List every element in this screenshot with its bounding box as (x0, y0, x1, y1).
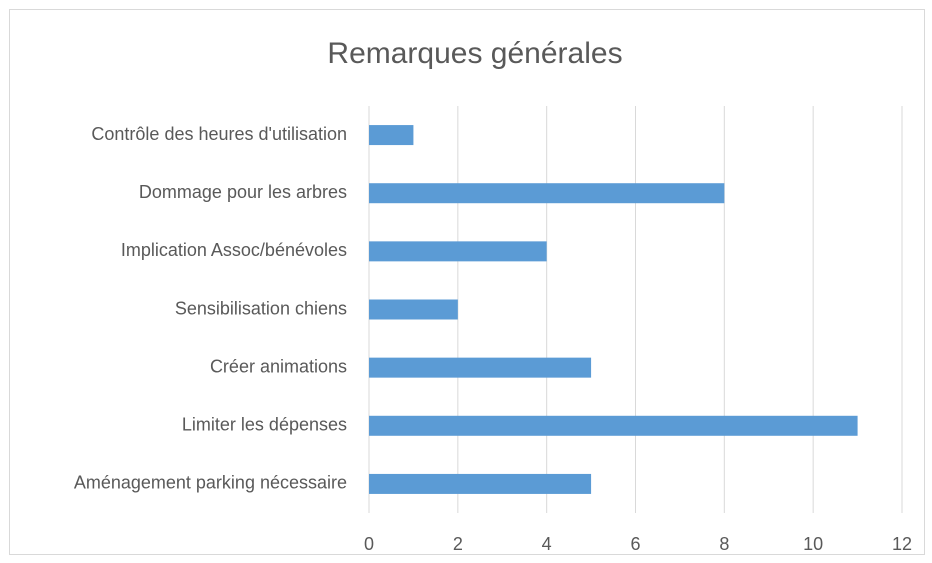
y-tick-label: Sensibilisation chiens (175, 298, 347, 318)
x-tick-label: 4 (542, 534, 552, 554)
bar (369, 241, 547, 262)
bar (369, 473, 592, 494)
x-tick-label: 12 (892, 534, 912, 554)
bar (369, 299, 458, 320)
chart-border (9, 9, 925, 555)
chart-title: Remarques générales (327, 37, 622, 70)
x-tick-label: 2 (453, 534, 463, 554)
y-tick-label: Implication Assoc/bénévoles (121, 240, 347, 260)
bar (369, 357, 592, 378)
x-tick-label: 8 (719, 534, 729, 554)
bar (369, 183, 725, 204)
y-tick-label: Aménagement parking nécessaire (74, 473, 347, 493)
y-tick-label: Contrôle des heures d'utilisation (91, 124, 347, 144)
x-tick-label: 10 (803, 534, 823, 554)
bar (369, 415, 858, 436)
x-tick-label: 6 (630, 534, 640, 554)
x-tick-label: 0 (364, 534, 374, 554)
y-tick-label: Créer animations (210, 356, 347, 376)
y-tick-label: Limiter les dépenses (182, 415, 347, 435)
bar (369, 125, 414, 146)
y-tick-label: Dommage pour les arbres (139, 182, 347, 202)
